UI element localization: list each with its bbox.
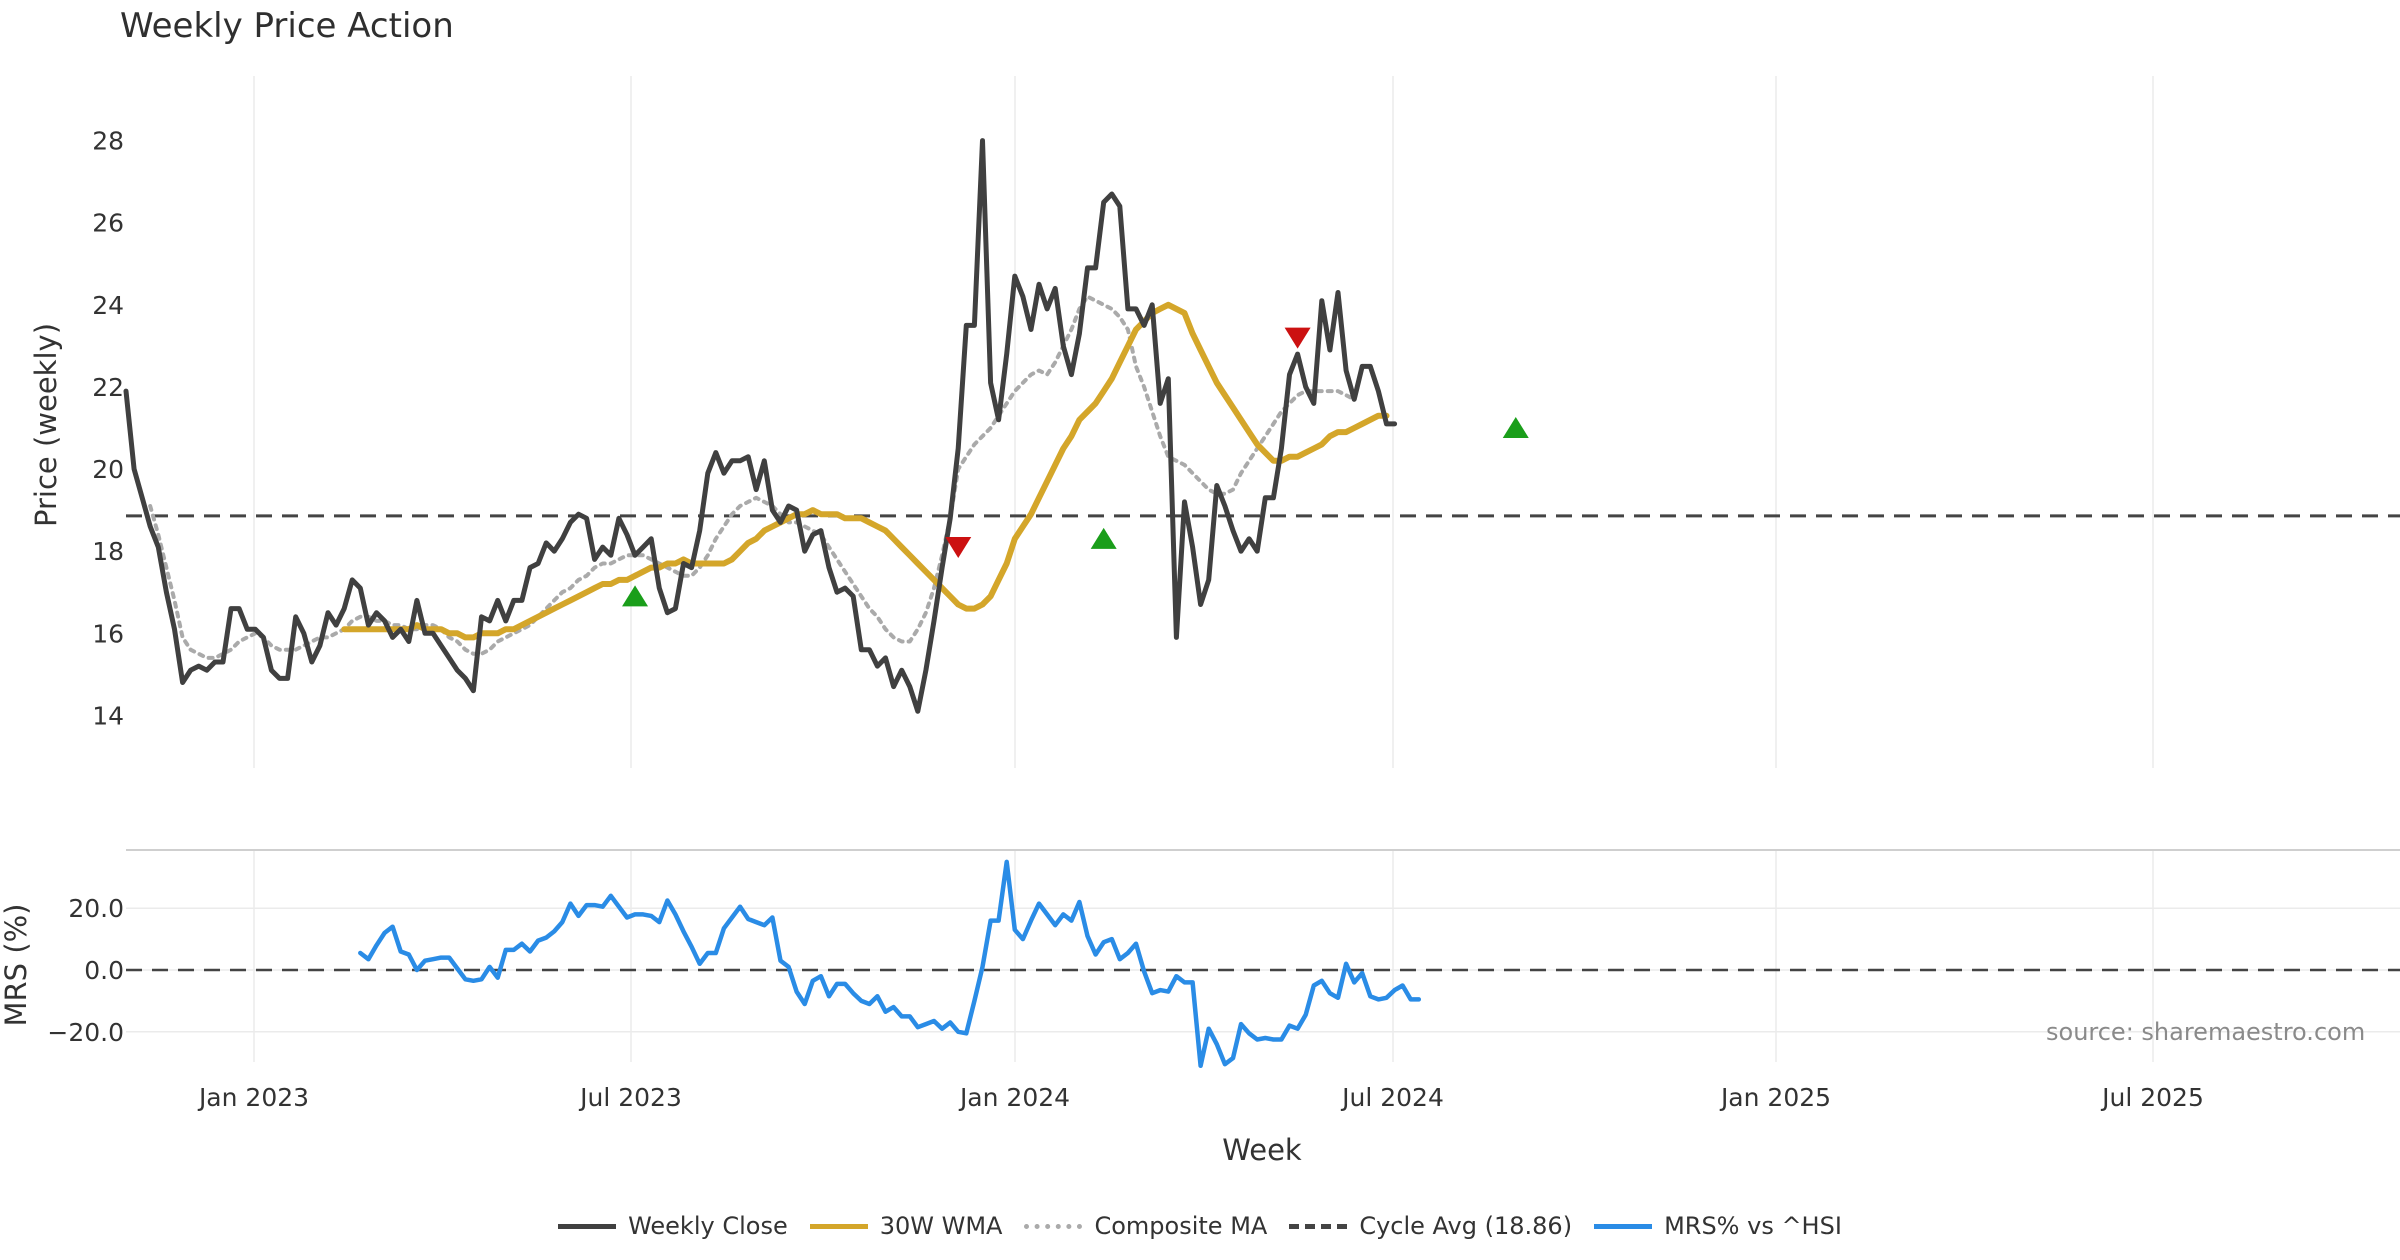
price-y-tick-label: 16	[92, 619, 124, 648]
legend-item: MRS% vs ^HSI	[1594, 1212, 1842, 1240]
legend-swatch	[1024, 1223, 1083, 1229]
sell-signal-marker	[945, 537, 972, 559]
legend-item: 30W WMA	[809, 1212, 1003, 1240]
price-y-tick-label: 18	[92, 537, 124, 566]
mrs-y-axis-label: MRS (%)	[0, 904, 33, 1027]
chart-title: Weekly Price Action	[120, 6, 454, 46]
price-y-tick-label: 28	[92, 127, 124, 156]
legend-item: Cycle Avg (18.86)	[1289, 1212, 1572, 1240]
buy-signal-marker	[1502, 417, 1529, 438]
legend-label: Cycle Avg (18.86)	[1359, 1212, 1573, 1240]
price-y-tick-label: 24	[92, 291, 124, 320]
price-y-tick-label: 20	[92, 455, 124, 484]
mrs-y-tick-label: 20.0	[68, 894, 124, 923]
mrs-y-tick-label: 0.0	[84, 956, 124, 985]
legend-label: 30W WMA	[879, 1212, 1003, 1240]
mrs-line	[358, 859, 1422, 1069]
legend-swatch	[1289, 1223, 1348, 1229]
price-y-tick-label: 14	[92, 701, 124, 730]
30w-wma-line	[341, 301, 1390, 641]
x-tick-label: Jul 2023	[578, 1083, 682, 1112]
weekly-close-line	[123, 138, 1398, 714]
x-axis-label: Week	[1222, 1133, 1302, 1167]
x-tick-label: Jan 2025	[1719, 1083, 1831, 1112]
mrs-y-tick-label: −20.0	[47, 1018, 124, 1047]
price-y-tick-label: 26	[92, 209, 124, 238]
sell-signal-marker	[1284, 327, 1311, 349]
x-tick-label: Jul 2025	[2100, 1083, 2204, 1112]
buy-signal-marker	[622, 585, 649, 607]
legend-label: Composite MA	[1094, 1212, 1268, 1240]
legend: Weekly Close 30W WMA Composite MA Cycle Avg…	[0, 1212, 2400, 1240]
legend-item: Weekly Close	[558, 1212, 788, 1240]
x-tick-label: Jul 2024	[1340, 1083, 1444, 1112]
price-y-tick-label: 22	[92, 373, 124, 402]
legend-item: Composite MA	[1024, 1212, 1267, 1240]
legend-swatch	[1594, 1223, 1653, 1229]
legend-label: MRS% vs ^HSI	[1664, 1212, 1842, 1240]
x-tick-label: Jan 2023	[197, 1083, 309, 1112]
composite-ma-line	[148, 294, 1357, 660]
x-tick-label: Jan 2024	[958, 1083, 1070, 1112]
price-y-axis-label: Price (weekly)	[29, 323, 63, 527]
legend-label: Weekly Close	[628, 1212, 788, 1240]
buy-signal-marker	[1090, 527, 1117, 549]
legend-swatch	[558, 1223, 617, 1229]
source-note: source: sharemaestro.com	[2046, 1018, 2366, 1046]
legend-swatch	[809, 1223, 868, 1229]
